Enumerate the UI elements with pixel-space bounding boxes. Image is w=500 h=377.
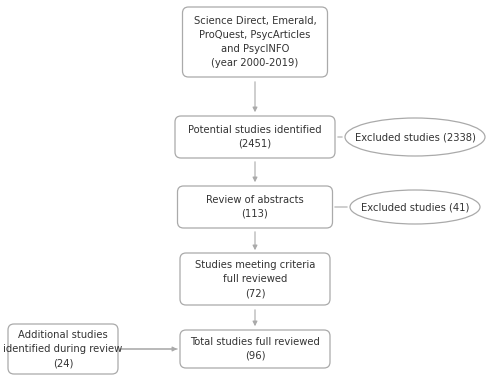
Text: Science Direct, Emerald,
ProQuest, PsycArticles
and PsycINFO
(year 2000-2019): Science Direct, Emerald, ProQuest, PsycA… bbox=[194, 16, 316, 68]
Text: Potential studies identified
(2451): Potential studies identified (2451) bbox=[188, 125, 322, 149]
FancyBboxPatch shape bbox=[180, 253, 330, 305]
Text: Studies meeting criteria
full reviewed
(72): Studies meeting criteria full reviewed (… bbox=[195, 260, 315, 298]
FancyBboxPatch shape bbox=[178, 186, 332, 228]
Text: Review of abstracts
(113): Review of abstracts (113) bbox=[206, 195, 304, 219]
FancyBboxPatch shape bbox=[182, 7, 328, 77]
FancyBboxPatch shape bbox=[175, 116, 335, 158]
Text: Excluded studies (2338): Excluded studies (2338) bbox=[354, 132, 476, 142]
FancyBboxPatch shape bbox=[180, 330, 330, 368]
Text: Excluded studies (41): Excluded studies (41) bbox=[361, 202, 469, 212]
Text: Additional studies
identified during review
(24): Additional studies identified during rev… bbox=[4, 330, 122, 368]
Ellipse shape bbox=[345, 118, 485, 156]
FancyBboxPatch shape bbox=[8, 324, 118, 374]
Text: Total studies full reviewed
(96): Total studies full reviewed (96) bbox=[190, 337, 320, 361]
Ellipse shape bbox=[350, 190, 480, 224]
